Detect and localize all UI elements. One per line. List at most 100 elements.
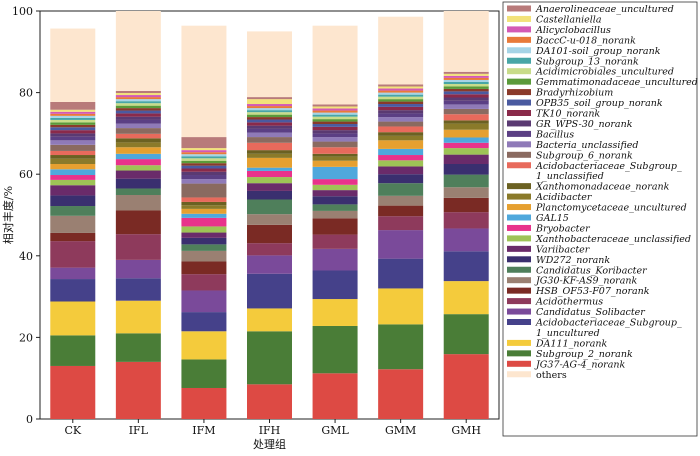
- bar-segment-IFL-31: [115, 93, 161, 96]
- legend-entry-11: GR_WPS-30_norank: [507, 119, 633, 130]
- bar-segment-IFL-30: [115, 95, 161, 98]
- bar-segment-GML-32: [312, 104, 358, 107]
- bar-segment-IFL-22: [115, 113, 161, 117]
- bar-segment-GMH-19: [443, 104, 489, 109]
- bar-segment-IFM-32: [181, 137, 227, 149]
- bar-segment-GMH-26: [443, 84, 489, 87]
- bar-segment-IFH-5: [247, 243, 292, 256]
- bar-segment-IFH-13: [247, 167, 292, 171]
- bar-segment-IFM-3: [181, 312, 227, 332]
- bar-segment-GMH-4: [443, 228, 489, 252]
- bar-segment-CK-28: [50, 115, 96, 118]
- bar-segment-GML-30: [312, 108, 358, 111]
- bar-segment-GMH-6: [443, 197, 489, 213]
- bar-segment-IFM-18: [181, 183, 227, 198]
- bar-segment-IFL-2: [115, 300, 161, 334]
- bar-segment-IFH-16: [247, 150, 292, 154]
- legend-label-22: Variibacter: [536, 244, 591, 255]
- bar-segment-GMM-22: [378, 106, 424, 111]
- legend-entry-25: JG30-KF-AS9_norank: [507, 276, 637, 287]
- bar-segment-GMM-5: [378, 216, 424, 231]
- bar-segment-IFH-14: [247, 157, 292, 168]
- bar-segment-GML-17: [312, 147, 358, 154]
- legend-entry-13: Bacteria_unclassified: [507, 140, 639, 151]
- bar-segment-IFL-11: [115, 165, 161, 171]
- legend-entry-33: others: [507, 370, 567, 381]
- legend-swatch-12: [507, 130, 531, 137]
- legend-label-29-cont: 1_uncultured: [536, 328, 600, 339]
- bar-segment-IFL-0: [115, 361, 161, 419]
- bar-segment-GMM-9: [378, 174, 424, 184]
- bar-segment-CK-25: [50, 122, 96, 125]
- bar-segment-CK-14: [50, 164, 96, 170]
- legend-label-20: Bryobacter: [535, 223, 591, 234]
- bar-segment-GML-0: [312, 373, 358, 419]
- y-tick-label-1: 20: [19, 331, 33, 344]
- bar-segment-CK-33: [50, 28, 96, 102]
- legend-entry-6: Acidimicrobiales_uncultured: [507, 67, 674, 78]
- bar-stack-GML: [312, 25, 358, 419]
- legend-swatch-33: [507, 371, 531, 378]
- bar-segment-IFH-6: [247, 224, 292, 244]
- bar-segment-CK-22: [50, 130, 96, 134]
- bar-segment-GMH-9: [443, 164, 489, 175]
- bar-segment-GMM-1: [378, 324, 424, 370]
- bar-segment-GMM-8: [378, 183, 424, 196]
- bar-segment-IFH-22: [247, 122, 292, 126]
- legend-entry-30: DA111_norank: [507, 338, 608, 349]
- bar-segment-IFL-17: [115, 133, 161, 139]
- bar-segment-IFL-24: [115, 108, 161, 111]
- bar-segment-CK-19: [50, 140, 96, 145]
- legend-label-30: DA111_norank: [535, 338, 608, 349]
- bar-segment-IFL-13: [115, 153, 161, 160]
- bar-segment-IFM-30: [181, 150, 227, 153]
- bar-segment-GMM-12: [378, 155, 424, 161]
- bar-segment-GMH-13: [443, 137, 489, 143]
- bar-segment-CK-4: [50, 267, 96, 280]
- legend-entry-31: Subgroup_2_norank: [507, 349, 633, 360]
- bar-segment-GMM-0: [378, 369, 424, 419]
- bar-segment-CK-7: [50, 215, 96, 233]
- bar-segment-IFM-4: [181, 290, 227, 313]
- bar-segment-IFM-15: [181, 205, 227, 209]
- bar-segment-GML-11: [312, 184, 358, 191]
- bar-segment-CK-30: [50, 111, 96, 114]
- bar-segment-IFM-6: [181, 261, 227, 275]
- legend-swatch-22: [507, 245, 531, 252]
- x-tick-label-IFH: IFH: [259, 424, 281, 437]
- legend-entry-0: Anaerolineaceae_uncultured: [507, 4, 674, 15]
- legend-swatch-32: [507, 360, 531, 367]
- bar-segment-IFL-28: [115, 99, 161, 102]
- bar-segment-GMM-33: [378, 16, 424, 85]
- bar-segment-GML-7: [312, 210, 358, 219]
- legend-label-11: GR_WPS-30_norank: [536, 119, 633, 130]
- legend-swatch-29: [507, 319, 531, 325]
- legend-entry-24: Candidatus_Koribacter: [507, 265, 648, 276]
- bar-segment-IFL-16: [115, 138, 161, 143]
- bar-segment-GML-16: [312, 153, 358, 157]
- bar-segment-GMM-11: [378, 160, 424, 167]
- bar-segment-IFH-20: [247, 128, 292, 133]
- bar-segment-IFL-4: [115, 259, 161, 279]
- bar-segment-GMH-8: [443, 174, 489, 188]
- bar-segment-IFH-3: [247, 273, 292, 309]
- bar-segment-IFL-32: [115, 90, 161, 94]
- legend-label-33: others: [536, 370, 567, 381]
- bar-segment-CK-18: [50, 144, 96, 151]
- bar-segment-GML-13: [312, 166, 358, 180]
- bar-segment-GMH-16: [443, 120, 489, 124]
- bar-segment-GML-24: [312, 121, 358, 125]
- legend-label-32: JG37-AG-4_norank: [534, 359, 625, 370]
- bar-segment-CK-31: [50, 109, 96, 112]
- bar-segment-IFH-2: [247, 308, 292, 332]
- legend-entry-9: OPB35_soil_group_norank: [507, 98, 663, 109]
- bar-segment-IFH-17: [247, 142, 292, 151]
- bar-segment-GMM-31: [378, 86, 424, 89]
- x-tick-label-GMH: GMH: [451, 424, 481, 437]
- bar-segment-CK-21: [50, 133, 96, 137]
- bar-segment-GMH-18: [443, 108, 489, 115]
- bar-segment-IFH-11: [247, 177, 292, 184]
- bar-segment-GML-19: [312, 137, 358, 142]
- bar-segment-CK-3: [50, 279, 96, 302]
- bar-segment-GMH-3: [443, 251, 489, 282]
